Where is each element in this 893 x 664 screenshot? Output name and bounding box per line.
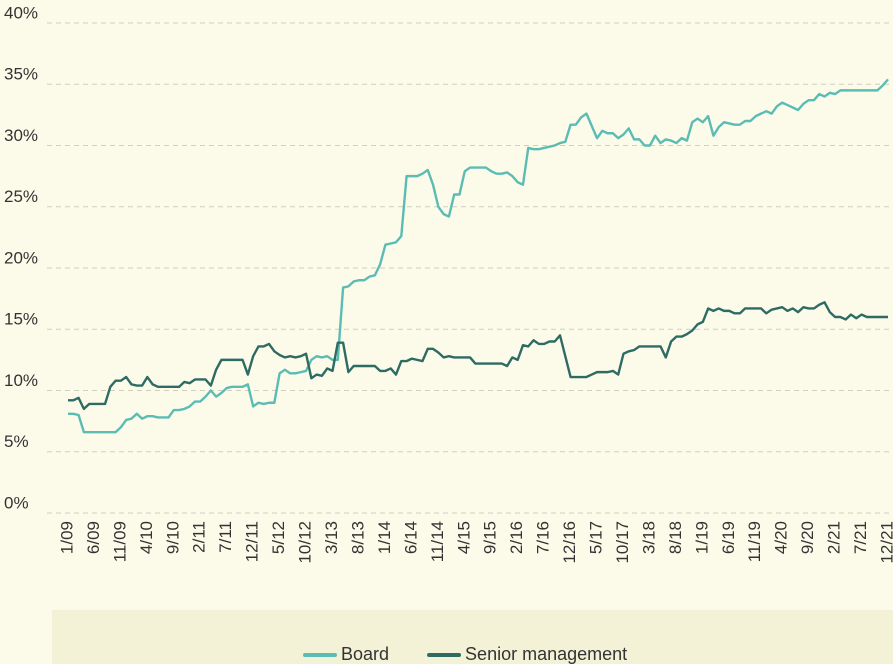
y-tick-label: 10% — [4, 371, 38, 390]
x-tick-label: 2/16 — [507, 521, 526, 554]
x-tick-label: 11/19 — [745, 521, 764, 562]
line-series — [68, 301, 888, 411]
x-tick-label: 9/15 — [481, 521, 500, 554]
x-tick-label: 7/16 — [534, 521, 553, 554]
x-tick-label: 9/10 — [163, 521, 182, 554]
x-tick-label: 7/11 — [216, 521, 235, 553]
x-tick-label: 12/16 — [560, 521, 579, 564]
x-tick-label: 3/18 — [639, 521, 658, 554]
x-tick-label: 1/14 — [375, 521, 394, 554]
x-tick-label: 3/13 — [322, 521, 341, 554]
x-tick-label: 4/10 — [137, 521, 156, 554]
x-tick-label: 12/21 — [877, 521, 893, 564]
line-series — [68, 78, 889, 434]
x-tick-label: 12/11 — [243, 521, 262, 562]
legend-box — [52, 610, 893, 664]
x-tick-label: 11/09 — [110, 521, 129, 562]
x-tick-label: 11/14 — [428, 521, 447, 562]
legend-label: Senior management — [465, 644, 627, 664]
y-tick-label: 15% — [4, 310, 38, 329]
x-tick-label: 4/15 — [454, 521, 473, 554]
x-tick-label: 2/11 — [190, 521, 209, 553]
x-tick-label: 9/20 — [798, 521, 817, 554]
y-tick-label: 35% — [4, 65, 38, 84]
x-tick-label: 5/12 — [269, 521, 288, 554]
x-tick-label: 5/17 — [587, 521, 606, 554]
x-tick-label: 6/19 — [719, 521, 738, 554]
y-tick-label: 40% — [4, 3, 38, 22]
x-tick-label: 10/17 — [613, 521, 632, 564]
x-tick-label: 1/19 — [692, 521, 711, 554]
x-tick-label: 6/14 — [401, 521, 420, 554]
y-tick-label: 5% — [4, 432, 29, 451]
x-tick-label: 4/20 — [772, 521, 791, 554]
x-tick-label: 7/21 — [851, 521, 870, 554]
x-tick-label: 1/09 — [57, 521, 76, 554]
y-tick-label: 30% — [4, 126, 38, 145]
y-tick-label: 20% — [4, 248, 38, 267]
x-tick-label: 2/21 — [825, 521, 844, 554]
x-tick-label: 8/13 — [348, 521, 367, 554]
legend-label: Board — [341, 644, 389, 664]
x-tick-label: 8/18 — [666, 521, 685, 554]
y-tick-label: 25% — [4, 187, 38, 206]
x-tick-label: 10/12 — [296, 521, 315, 564]
y-tick-label: 0% — [4, 493, 29, 512]
x-tick-label: 6/09 — [84, 521, 103, 554]
